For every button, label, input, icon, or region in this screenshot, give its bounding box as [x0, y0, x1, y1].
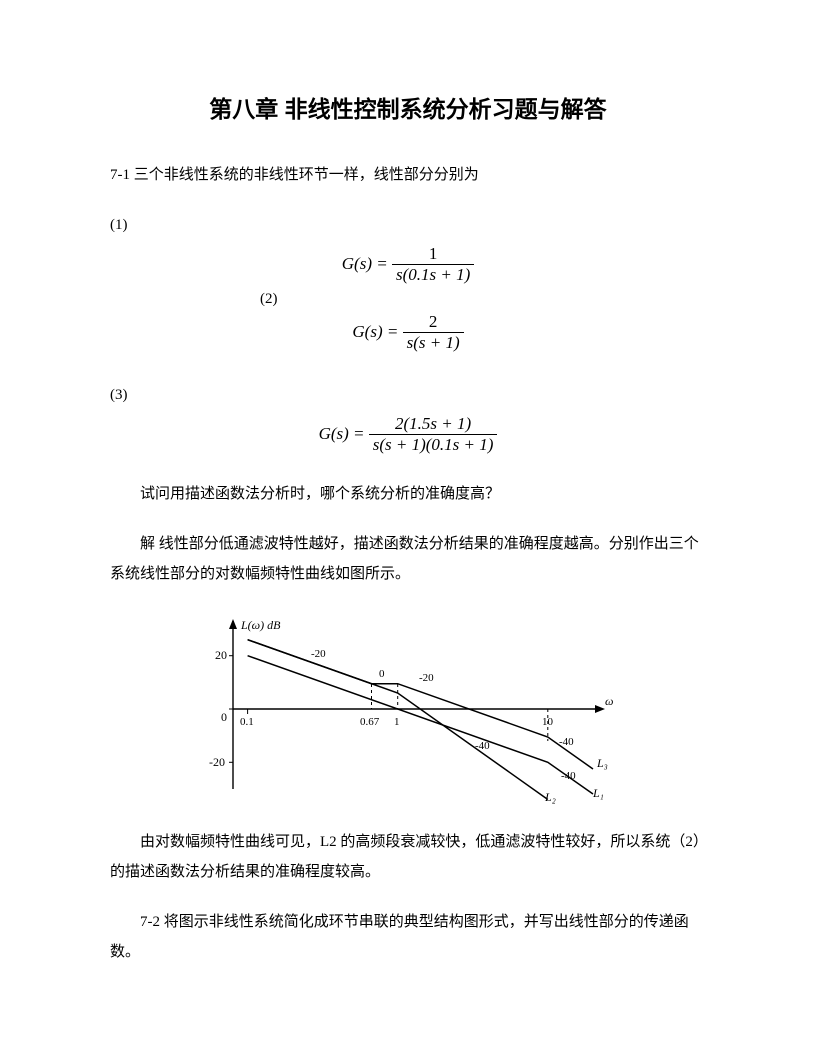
eq1-den: s(0.1s + 1) [392, 265, 474, 285]
eq2-den: s(s + 1) [403, 333, 464, 353]
xlabel: ω [605, 694, 613, 708]
eq1-num: 1 [392, 244, 474, 265]
page-title: 第八章 非线性控制系统分析习题与解答 [110, 90, 706, 124]
label-2: (2) [260, 291, 278, 308]
eq3-den: s(s + 1)(0.1s + 1) [369, 435, 498, 455]
solution-7-1-b: 由对数幅频特性曲线可见，L2 的高频段衰减较快，低通滤波特性较好，所以系统（2）… [110, 827, 706, 887]
equation-2: G(s) = 2 s(s + 1) [110, 312, 706, 354]
line-L3 [248, 640, 593, 769]
eq2-lhs: G(s) = [352, 322, 398, 341]
eq3-num: 2(1.5s + 1) [369, 414, 498, 435]
label-3: (3) [110, 380, 706, 410]
slope-ann-5: -40 [559, 736, 574, 748]
ylabel: L(ω) dB [240, 618, 281, 632]
xtick-0.1: 0.1 [240, 716, 254, 728]
eq3-frac: 2(1.5s + 1) s(s + 1)(0.1s + 1) [369, 414, 498, 456]
equation-1: G(s) = 1 s(0.1s + 1) [110, 244, 706, 286]
label-L3: L₃ [596, 756, 608, 770]
label-L1: L₁ [592, 786, 604, 800]
bode-svg: 20 0 -20 0.1 0.67 1 10 L(ω) dB ω [193, 609, 623, 809]
eq2-num: 2 [403, 312, 464, 333]
eq1-lhs: G(s) = [342, 254, 388, 273]
xtick-10: 10 [542, 716, 554, 728]
ytick-0: 0 [221, 710, 227, 724]
slope-ann-4: -40 [475, 740, 490, 752]
equation-3: G(s) = 2(1.5s + 1) s(s + 1)(0.1s + 1) [110, 414, 706, 456]
bode-chart: 20 0 -20 0.1 0.67 1 10 L(ω) dB ω [193, 609, 623, 809]
xtick-0.67: 0.67 [360, 716, 380, 728]
eq3-lhs: G(s) = [319, 423, 365, 442]
problem-7-2: 7-2 将图示非线性系统简化成环节串联的典型结构图形式，并写出线性部分的传递函数… [110, 907, 706, 967]
ytick-20: 20 [215, 648, 227, 662]
slope-ann-1: -20 [311, 648, 326, 660]
label-L2: L₂ [544, 790, 556, 804]
ytick-n20: -20 [209, 755, 225, 769]
slope-ann-3: -20 [419, 672, 434, 684]
slope-ann-2: 0 [379, 668, 385, 680]
solution-7-1-a: 解 线性部分低通滤波特性越好，描述函数法分析结果的准确程度越高。分别作出三个系统… [110, 529, 706, 589]
problem-7-1-question: 试问用描述函数法分析时，哪个系统分析的准确度高？ [110, 479, 706, 509]
xtick-1: 1 [394, 716, 400, 728]
eq2-frac: 2 s(s + 1) [403, 312, 464, 354]
slope-ann-6: -40 [561, 770, 576, 782]
eq1-frac: 1 s(0.1s + 1) [392, 244, 474, 286]
label-1: (1) [110, 210, 706, 240]
problem-7-1-intro: 7-1 三个非线性系统的非线性环节一样，线性部分分别为 [110, 160, 706, 190]
